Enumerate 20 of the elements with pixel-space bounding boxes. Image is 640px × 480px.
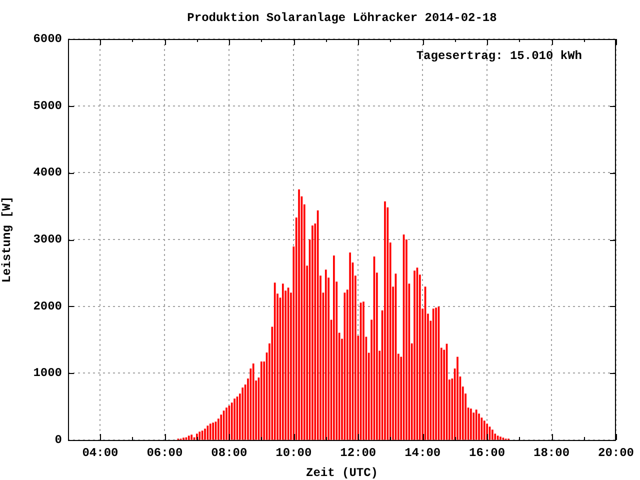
x-tick-label: 14:00 [404,446,441,460]
x-tick-label: 12:00 [340,446,376,460]
y-tick-label: 3000 [33,232,62,247]
x-tick-label: 10:00 [276,446,312,460]
x-tick-label: 06:00 [146,446,183,460]
y-tick-label: 2000 [33,299,62,314]
annotation: Tagesertrag: 15.010 kWh [416,49,582,64]
y-tick-label: 1000 [33,366,62,380]
x-axis-title: Zeit (UTC) [306,466,378,480]
x-tick-label: 08:00 [211,446,248,460]
y-axis-title: Leistung [W] [0,196,14,283]
x-tick-label: 18:00 [534,446,570,460]
y-tick-label: 0 [54,433,62,448]
y-tick-label: 5000 [33,98,62,113]
x-tick-label: 16:00 [469,446,506,460]
x-tick-label: 20:00 [598,446,634,460]
y-tick-label: 6000 [33,32,62,46]
y-tick-label: 4000 [33,166,62,180]
chart-title: Produktion Solaranlage Löhracker 2014-02-18 [187,11,497,26]
x-tick-label: 04:00 [82,446,118,460]
